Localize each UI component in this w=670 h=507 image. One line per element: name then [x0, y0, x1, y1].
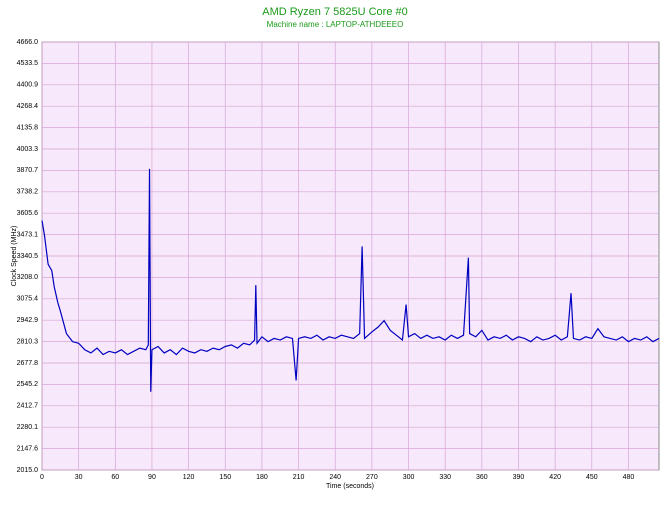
- x-axis-label: Time (seconds): [326, 483, 374, 490]
- y-tick-label: 3738.2: [17, 189, 39, 196]
- x-tick-label: 450: [586, 474, 598, 481]
- y-tick-label: 4268.4: [17, 103, 39, 110]
- x-tick-label: 30: [75, 474, 83, 481]
- x-tick-label: 240: [329, 474, 341, 481]
- x-tick-label: 300: [403, 474, 415, 481]
- y-tick-label: 3473.1: [17, 231, 39, 238]
- x-tick-label: 390: [513, 474, 525, 481]
- y-tick-label: 2677.8: [17, 360, 39, 367]
- x-tick-label: 210: [293, 474, 305, 481]
- y-tick-label: 3208.0: [17, 274, 39, 281]
- x-tick-label: 180: [256, 474, 268, 481]
- x-tick-label: 90: [148, 474, 156, 481]
- x-tick-label: 60: [111, 474, 119, 481]
- y-tick-label: 4003.3: [17, 146, 39, 153]
- y-tick-label: 2412.7: [17, 403, 39, 410]
- x-tick-label: 270: [366, 474, 378, 481]
- x-tick-label: 420: [549, 474, 561, 481]
- x-tick-label: 480: [623, 474, 635, 481]
- x-tick-label: 0: [40, 474, 44, 481]
- x-tick-label: 120: [183, 474, 195, 481]
- chart-subtitle: Machine name : LAPTOP-ATHDEEEO: [267, 20, 404, 29]
- y-axis-label: Clock Speed (MHz): [11, 226, 18, 287]
- y-tick-label: 3605.6: [17, 210, 39, 217]
- y-tick-label: 2015.0: [17, 467, 39, 474]
- y-tick-label: 2942.9: [17, 317, 39, 324]
- y-tick-label: 3870.7: [17, 167, 39, 174]
- chart-title: AMD Ryzen 7 5825U Core #0: [262, 6, 408, 18]
- y-tick-label: 4666.0: [17, 39, 39, 46]
- y-tick-label: 3075.4: [17, 296, 39, 303]
- y-tick-label: 2810.3: [17, 338, 39, 345]
- x-tick-label: 150: [219, 474, 231, 481]
- data-line: [41, 168, 660, 392]
- y-tick-label: 4533.5: [17, 60, 39, 67]
- y-tick-label: 3340.5: [17, 253, 39, 260]
- y-tick-label: 4135.8: [17, 124, 39, 131]
- y-tick-label: 2280.1: [17, 424, 39, 431]
- y-tick-label: 2545.2: [17, 381, 39, 388]
- y-tick-label: 4400.9: [17, 82, 39, 89]
- x-tick-label: 330: [439, 474, 451, 481]
- x-tick-label: 360: [476, 474, 488, 481]
- y-tick-label: 2147.6: [17, 445, 39, 452]
